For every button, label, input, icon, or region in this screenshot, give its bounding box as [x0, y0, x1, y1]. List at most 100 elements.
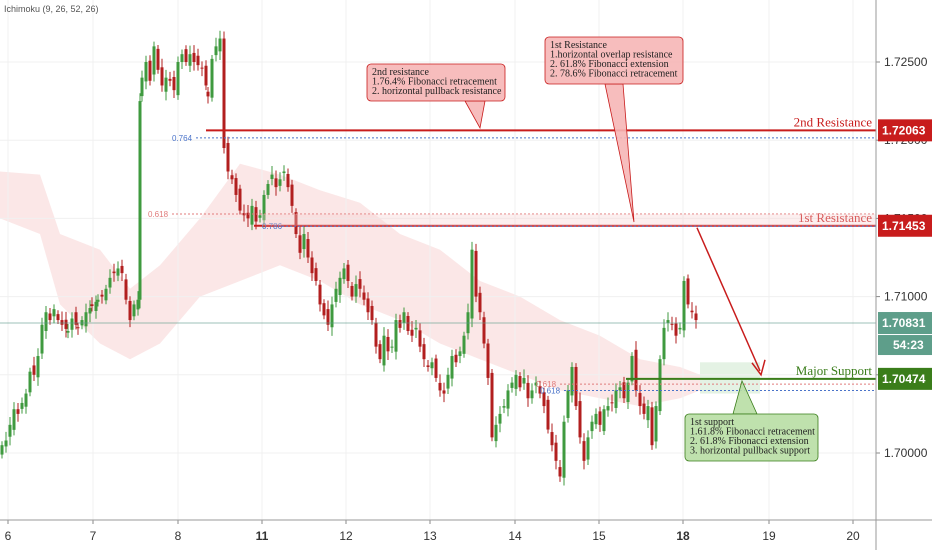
note-line: 2. horizontal pullback resistance [372, 86, 502, 97]
candle-body [582, 441, 586, 461]
candle-body [370, 305, 374, 321]
current-price-bg [878, 312, 932, 335]
candle-body [120, 265, 124, 274]
candle-body [642, 403, 646, 414]
note-line: 2. 78.6% Fibonacci retracement [550, 69, 678, 80]
indicator-label[interactable]: Ichimoku (9, 26, 52, 26) [4, 4, 99, 14]
cloud-area [0, 163, 700, 407]
candle-body [318, 284, 322, 305]
current-price-tag[interactable]: 1.70831 54:23 [878, 312, 932, 356]
price-tag[interactable]: 1.72063 [878, 119, 932, 142]
candle-body [594, 413, 598, 425]
candle-body [168, 78, 172, 81]
candle-body [290, 184, 294, 206]
level-title: Major Support [796, 363, 873, 378]
candle-body [96, 299, 100, 302]
candle-body [358, 279, 362, 289]
candle-body [474, 250, 478, 297]
candle-body [434, 358, 438, 378]
candle-body [234, 178, 238, 195]
x-tick-label: 8 [175, 529, 182, 543]
level-title: 2nd Resistance [794, 114, 873, 129]
candle-body [172, 77, 176, 91]
candle-body [70, 318, 74, 330]
candle-body [262, 194, 266, 221]
note-line: 3. horizontal pullback support [690, 446, 810, 457]
candle-body [310, 257, 314, 274]
candle-body [554, 442, 558, 461]
note-pointer [604, 83, 635, 223]
candle-body [184, 49, 188, 62]
note-box [366, 63, 506, 102]
candle-body [638, 392, 642, 407]
candle-body [626, 382, 630, 403]
candle-body [630, 356, 634, 382]
candle-body [382, 335, 386, 366]
candlestick-series [0, 30, 698, 486]
countdown-bg [878, 335, 932, 356]
candle-body [282, 171, 286, 174]
arrow-shaft [696, 227, 761, 372]
candle-body [390, 346, 394, 348]
candle-body [138, 101, 142, 300]
countdown-label: 54:23 [893, 338, 924, 352]
candle-body [666, 320, 670, 323]
candle-body [450, 356, 454, 379]
candle-body [398, 320, 402, 328]
note-title: 2nd resistance [372, 67, 429, 78]
candle-body [454, 354, 458, 363]
note-box [684, 413, 819, 462]
candle-body [354, 284, 358, 297]
candle-body [402, 312, 406, 323]
candle-body [298, 235, 302, 253]
candle-body [634, 349, 638, 391]
candle-body [204, 65, 208, 86]
candle-body [112, 271, 116, 274]
candle-body [674, 323, 678, 336]
candle-body [302, 234, 306, 250]
candle-body [478, 292, 482, 313]
candle-body [686, 278, 690, 305]
x-tick-label: 18 [676, 529, 690, 543]
note-line: 2. 61.8% Fibonacci extension [690, 436, 809, 447]
price-tag[interactable]: 1.70474 [878, 367, 932, 390]
candle-body [534, 382, 538, 386]
candle-body [76, 327, 80, 329]
x-tick-label: 13 [423, 529, 437, 543]
candle-body [164, 77, 168, 92]
candle-body [64, 319, 68, 329]
x-tick-label: 20 [846, 529, 860, 543]
candle-body [88, 308, 92, 314]
candle-body [374, 322, 378, 347]
candle-body [214, 46, 218, 56]
candle-body [662, 327, 666, 360]
candle-body [222, 38, 226, 149]
candle-body [418, 330, 422, 347]
candle-body [116, 268, 120, 276]
note-line: 2. 61.8% Fibonacci extension [550, 59, 669, 70]
candle-body [650, 407, 654, 446]
candle-body [518, 376, 522, 388]
candle-body [250, 205, 254, 225]
candle-body [510, 382, 514, 388]
candle-body [140, 77, 144, 97]
note-line: 1.76.4% Fibonacci retracement [372, 77, 497, 88]
candle-body [442, 390, 446, 394]
candle-body [176, 62, 180, 96]
note-title: 1st Resistance [550, 40, 607, 51]
note-pointer [464, 100, 486, 130]
note-line: 1.horizontal overlap resistance [550, 50, 673, 61]
candle-body [614, 390, 618, 408]
candle-body [426, 365, 430, 367]
candle-body [16, 409, 20, 414]
candle-body [690, 310, 694, 313]
candle-body [462, 335, 466, 354]
price-tag[interactable]: 1.71453 [878, 214, 932, 237]
candle-body [66, 331, 70, 333]
candle-body [542, 392, 546, 407]
candle-body [286, 173, 290, 188]
